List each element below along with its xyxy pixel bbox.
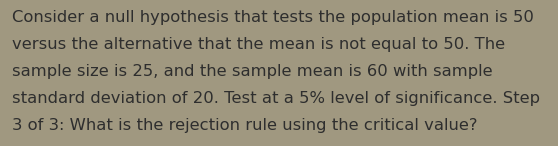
Text: Consider a null hypothesis that tests the population mean is 50: Consider a null hypothesis that tests th… [12, 10, 534, 25]
Text: standard deviation of 20. Test at a 5% level of significance. Step: standard deviation of 20. Test at a 5% l… [12, 91, 540, 106]
Text: 3 of 3: What is the rejection rule using the critical value?: 3 of 3: What is the rejection rule using… [12, 118, 478, 133]
Text: sample size is 25, and the sample mean is 60 with sample: sample size is 25, and the sample mean i… [12, 64, 493, 79]
Text: versus the alternative that the mean is not equal to 50. The: versus the alternative that the mean is … [12, 37, 506, 52]
